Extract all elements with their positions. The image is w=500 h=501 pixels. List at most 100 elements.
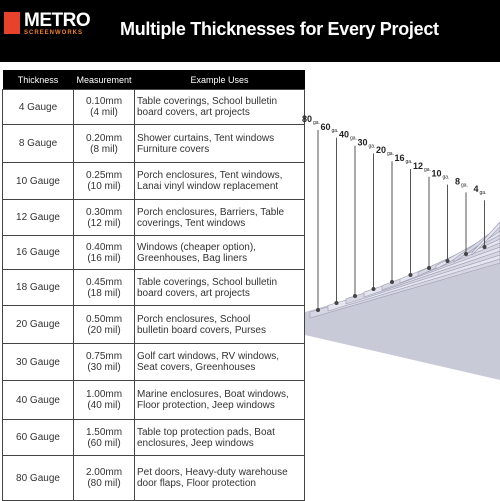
gauge-label: 20 xyxy=(376,145,386,155)
uses-line: enclosures, Jeep windows xyxy=(137,437,254,449)
logo-sub: SCREENWORKS xyxy=(24,30,84,36)
measurement: 1.50mm (60 mil) xyxy=(73,419,135,456)
header-bar xyxy=(0,0,500,62)
gauge-unit: ga. xyxy=(406,159,413,165)
table-row: 12 Gauge 0.30mm (12 mil) Porch enclosures, … xyxy=(2,199,305,236)
thickness: 8 Gauge xyxy=(2,124,74,163)
pin-base xyxy=(316,308,320,312)
gauge-unit: ga. xyxy=(369,143,376,149)
gauge-unit: ga. xyxy=(387,151,394,157)
measurement-line: 0.45mm xyxy=(85,276,123,288)
table: Thickness Measurement Example Uses 4 Gauge 0… xyxy=(2,70,305,501)
uses-line: Marine enclosures, Boat windows, xyxy=(137,389,289,400)
measurement-line: (20 mil) xyxy=(87,324,121,336)
table-row: 10 Gauge 0.25mm (10 mil) Porch enclosures, … xyxy=(2,162,305,200)
table-row: 80 Gauge 2.00mm (80 mil) Pet doors, Heavy-d… xyxy=(2,455,305,501)
measurement: 0.10mm (4 mil) xyxy=(73,89,135,125)
logo: METRO xyxy=(24,10,91,31)
uses-line: Porch enclosures, Tent windows, xyxy=(137,170,283,181)
uses: Shower curtains, Tent windows Furniture c… xyxy=(134,124,305,163)
pin-base xyxy=(353,294,357,298)
uses-line: Pet doors, Heavy-duty warehouse xyxy=(137,467,288,478)
measurement-line: 0.50mm xyxy=(85,313,123,325)
table-row: 30 Gauge 0.75mm (30 mil) Golf cart windows,… xyxy=(2,343,305,381)
gauge-unit: ga. xyxy=(480,190,487,196)
column-header: Example Uses xyxy=(134,70,305,90)
uses-line: Porch enclosures, School xyxy=(137,313,251,325)
uses-line: Porch enclosures, Barriers, Table xyxy=(137,206,285,218)
uses: Golf cart windows, RV windows, Seat cover… xyxy=(134,343,305,381)
column-header: Thickness xyxy=(2,70,74,90)
uses-line: bulletin board covers, Purses xyxy=(137,324,266,336)
pin-base xyxy=(464,252,468,256)
pin-base xyxy=(445,259,450,263)
sheet xyxy=(305,255,500,380)
measurement-line: 0.20mm xyxy=(85,132,123,144)
measurement-line: (18 mil) xyxy=(87,287,121,299)
gauge-unit: ga. xyxy=(424,167,431,173)
gauge-label: 80 xyxy=(302,114,312,124)
measurement-line: (12 mil) xyxy=(87,217,121,229)
measurement-line: 0.30mm xyxy=(85,206,123,218)
uses-line: Seat covers, Greenhouses xyxy=(137,362,256,373)
uses-line: Shower curtains, Tent windows xyxy=(137,132,275,144)
gauge-label: 10 xyxy=(431,169,441,179)
gauge-label: 60 xyxy=(320,122,330,132)
uses: Pet doors, Heavy-duty warehouse door flap… xyxy=(134,455,305,501)
measurement-line: 0.75mm xyxy=(85,351,123,362)
measurement-line: (40 mil) xyxy=(87,400,121,411)
measurement: 0.45mm (18 mil) xyxy=(73,269,135,306)
measurement: 0.50mm (20 mil) xyxy=(73,305,135,344)
measurement-line: 0.40mm xyxy=(85,241,123,253)
measurement: 0.20mm (8 mil) xyxy=(73,124,135,163)
table-row: 4 Gauge 0.10mm (4 mil) Table coverings, Sch… xyxy=(2,89,305,125)
measurement-line: (60 mil) xyxy=(87,437,121,449)
pin-base xyxy=(371,287,376,291)
measurement-line: (16 mil) xyxy=(87,252,121,264)
uses-line: board covers, art projects xyxy=(137,287,250,299)
table-row: 8 Gauge 0.20mm (8 mil) Shower curtains, Ten… xyxy=(2,124,305,163)
gauge-unit: ga. xyxy=(313,120,320,126)
gauge-label: 30 xyxy=(357,137,367,147)
thickness: 16 Gauge xyxy=(2,235,74,270)
measurement-line: 0.10mm xyxy=(85,96,123,107)
uses-line: Floor protection, Jeep windows xyxy=(137,400,275,411)
uses-line: coverings, Tent windows xyxy=(137,217,246,229)
measurement-line: 1.50mm xyxy=(85,426,123,438)
pin-base xyxy=(427,266,431,270)
measurement: 1.00mm (40 mil) xyxy=(73,380,135,420)
uses-line: door flaps, Floor protection xyxy=(137,478,256,489)
measurement-line: 2.00mm xyxy=(85,467,123,478)
uses-line: Golf cart windows, RV windows, xyxy=(137,351,280,362)
measurement-line: 1.00mm xyxy=(85,389,123,400)
uses-line: Table coverings, School bulletin xyxy=(137,276,278,288)
uses: Table top protection pads, Boat enclosure… xyxy=(134,419,305,456)
thickness: 18 Gauge xyxy=(2,269,74,306)
gauge-unit: ga. xyxy=(461,182,468,188)
table-row: 18 Gauge 0.45mm (18 mil) Table coverings, S… xyxy=(2,269,305,306)
pin-base xyxy=(334,301,339,305)
gauge-label: 40 xyxy=(339,130,349,140)
gauge-label: 16 xyxy=(394,153,404,163)
measurement: 2.00mm (80 mil) xyxy=(73,455,135,501)
gauge-unit: ga. xyxy=(350,136,357,142)
pin-base xyxy=(390,280,394,284)
pin-base xyxy=(408,273,413,277)
logo-icon xyxy=(4,12,20,34)
uses-line: Lanai vinyl window replacement xyxy=(137,181,279,192)
uses: Porch enclosures, School bulletin board c… xyxy=(134,305,305,344)
title: Multiple Thicknesses for Every Project xyxy=(120,19,439,39)
uses-line: Windows (cheaper option), xyxy=(137,241,256,253)
gauge-unit: ga. xyxy=(443,175,450,181)
measurement: 0.25mm (10 mil) xyxy=(73,162,135,200)
measurement-line: (80 mil) xyxy=(87,478,121,489)
sheet xyxy=(471,221,500,256)
measurement: 0.30mm (12 mil) xyxy=(73,199,135,236)
gauge-label: 4 xyxy=(473,184,478,194)
gauge-label: 12 xyxy=(413,161,423,171)
measurement-line: (10 mil) xyxy=(87,181,121,192)
uses-line: Furniture covers xyxy=(137,143,210,155)
uses: Porch enclosures, Tent windows, Lanai vin… xyxy=(134,162,305,200)
